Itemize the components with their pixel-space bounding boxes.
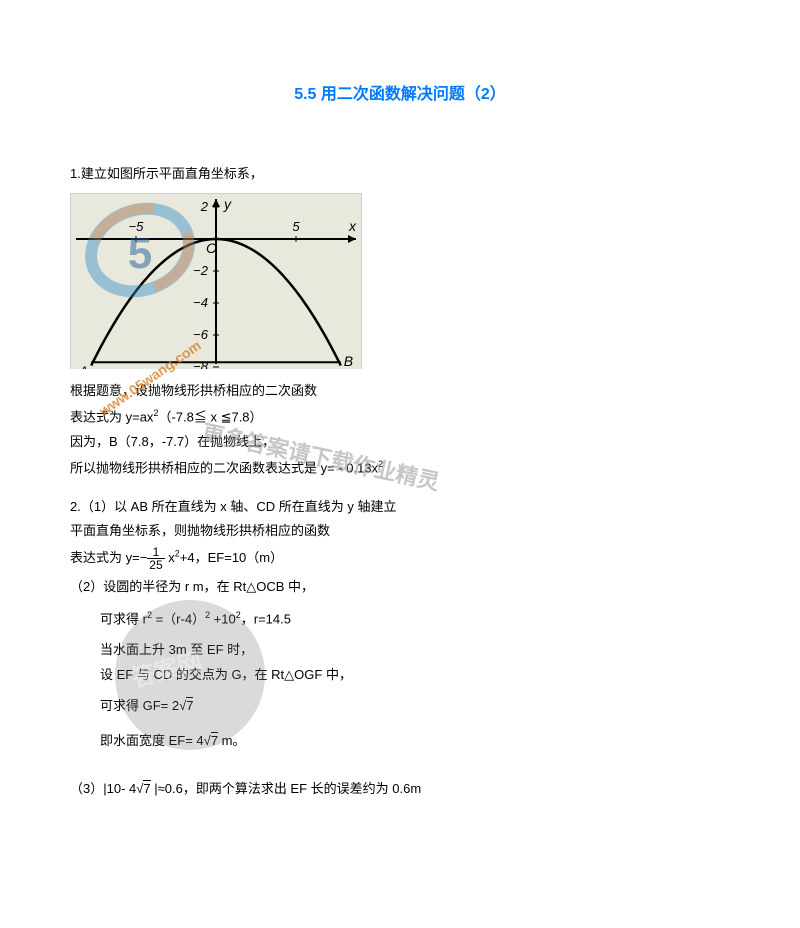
p2-part2-gf: 可求得 GF= 2√7	[100, 696, 730, 717]
coordinate-chart: −5 5 −2 −4 −6 −8 2 Ox y A B	[70, 193, 362, 369]
svg-text:2: 2	[200, 199, 209, 214]
svg-text:A: A	[78, 363, 88, 369]
p2-part2-intro: （2）设圆的半径为 r m，在 Rt△OCB 中，	[70, 577, 730, 598]
p1-line1: 根据题意，设抛物线形拱桥相应的二次函数	[70, 381, 730, 402]
p2-part2-calc: 可求得 r2 =（r-4）2 +102，r=14.5	[100, 608, 730, 630]
svg-text:−4: −4	[193, 295, 208, 310]
p1-line4: 所以抛物线形拱桥相应的二次函数表达式是 y= - 0.13x2	[70, 457, 730, 479]
svg-text:−2: −2	[193, 263, 209, 278]
page-title: 5.5 用二次函数解决问题（2）	[70, 80, 730, 104]
p2-part3: （3）|10- 4√7 |≈0.6，即两个算法求出 EF 长的误差约为 0.6m	[70, 779, 730, 800]
svg-text:5: 5	[292, 219, 300, 234]
svg-text:O: O	[206, 240, 217, 256]
svg-text:−5: −5	[129, 219, 145, 234]
p1-intro: 1.建立如图所示平面直角坐标系，	[70, 164, 730, 185]
p2-part2-line2: 当水面上升 3m 至 EF 时，	[100, 640, 730, 661]
p2-line2: 平面直角坐标系，则抛物线形拱桥相应的函数	[70, 521, 730, 542]
svg-text:−6: −6	[193, 327, 209, 342]
p2-part2-ef: 即水面宽度 EF= 4√7 m。	[100, 731, 730, 752]
p1-line3: 因为，B（7.8，-7.7）在抛物线上，	[70, 432, 730, 453]
p2-line3: 表达式为 y=−125 x2+4，EF=10（m）	[70, 546, 730, 571]
p2-part2-line3: 设 EF 与 CD 的交点为 G，在 Rt△OGF 中，	[100, 665, 730, 686]
svg-text:y: y	[223, 196, 232, 212]
p1-line2: 表达式为 y=ax2（-7.8≦ x ≦7.8）	[70, 406, 730, 428]
p2-line1: 2.（1）以 AB 所在直线为 x 轴、CD 所在直线为 y 轴建立	[70, 497, 730, 518]
svg-text:B: B	[344, 353, 353, 369]
svg-text:−8: −8	[193, 359, 209, 369]
svg-text:x: x	[348, 218, 357, 234]
